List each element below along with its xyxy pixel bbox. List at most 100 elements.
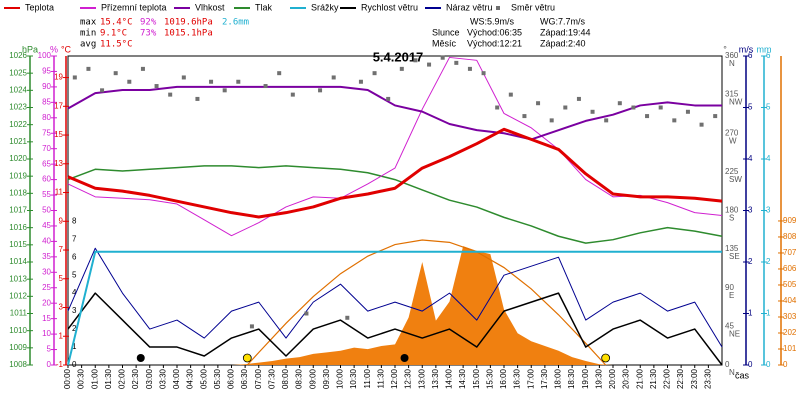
y-tick-label: 9	[59, 216, 64, 225]
legend-label: Náraz větru	[446, 2, 493, 12]
wind-stat: WG:7.7m/s	[540, 16, 586, 26]
stat-press: 1019.6hPa	[164, 18, 213, 28]
x-tick-label: 11:30	[376, 368, 385, 388]
y-tick-label: 70	[42, 144, 51, 153]
y-tick-label: 1	[59, 331, 64, 340]
x-tick-label: 15:30	[485, 368, 494, 389]
legend-label: Směr větru	[511, 2, 555, 12]
x-tick-label: 23:30	[703, 368, 712, 389]
direction-point	[72, 75, 77, 80]
legend-marker	[496, 6, 500, 10]
x-tick-label: 21:00	[635, 368, 644, 389]
x-tick-label: 01:00	[90, 368, 99, 389]
y-tick-label: 1	[72, 342, 77, 351]
series-line	[67, 56, 723, 237]
compass-label: NE	[729, 329, 740, 338]
y-tick-label: 17	[54, 101, 63, 110]
stat-rain: 2.6mm	[222, 18, 249, 28]
moon-marker	[136, 354, 145, 362]
y-tick-label: 606	[783, 264, 797, 273]
direction-point	[522, 114, 527, 119]
y-tick-label: 0	[725, 360, 730, 369]
y-tick-label: 3	[766, 206, 771, 215]
y-tick-label: 13	[54, 159, 63, 168]
series-line	[67, 292, 723, 366]
x-tick-label: 02:00	[118, 368, 127, 389]
y-tick-label: 270	[725, 128, 739, 137]
direction-point	[304, 311, 309, 316]
x-tick-label: 06:30	[240, 368, 249, 389]
direction-point	[658, 105, 663, 110]
direction-point	[195, 96, 200, 101]
moon-set: Západ:2:40	[540, 38, 586, 48]
y-tick-label: 1012	[9, 291, 27, 300]
direction-point	[345, 315, 350, 320]
x-tick-label: 12:30	[404, 368, 413, 389]
direction-point	[263, 84, 268, 89]
legend-label: Teplota	[25, 2, 54, 12]
chart-title: 5.4.2017	[373, 49, 424, 64]
direction-point	[168, 92, 173, 97]
legend-label: Vlhkost	[195, 2, 225, 12]
y-tick-label: 45	[725, 321, 734, 330]
x-tick-label: 06:00	[227, 368, 236, 389]
sun-set: Západ:19:44	[540, 27, 591, 37]
x-tick-label: 13:00	[417, 368, 426, 389]
legend-label: Tlak	[255, 2, 273, 12]
y-tick-label: 1020	[9, 154, 27, 163]
y-tick-label: 3	[72, 306, 77, 315]
direction-point	[222, 88, 227, 93]
stat-label: min	[80, 29, 96, 39]
moon-marker	[400, 354, 409, 362]
direction-point	[86, 66, 91, 71]
y-tick-label: 2	[766, 257, 771, 266]
y-tick-label: 2	[72, 324, 77, 333]
y-tick-label: 85	[42, 97, 51, 106]
direction-point	[549, 118, 554, 123]
compass-label: SW	[729, 175, 742, 184]
direction-point	[427, 62, 432, 67]
direction-point	[576, 96, 581, 101]
x-tick-label: 04:30	[186, 368, 195, 389]
compass-label: NW	[729, 98, 743, 107]
y-tick-label: 60	[42, 175, 51, 184]
y-tick-label: 15	[42, 314, 51, 323]
x-tick-label: 11:00	[363, 368, 372, 388]
x-tick-label: 13:30	[431, 368, 440, 389]
direction-point	[290, 92, 295, 97]
x-tick-label: 07:30	[267, 368, 276, 389]
y-tick-label: 1009	[9, 343, 27, 352]
direction-point	[481, 71, 486, 76]
direction-point	[113, 71, 118, 76]
y-tick-label: 1	[766, 309, 771, 318]
stat-label: avg	[80, 40, 96, 50]
y-tick-label: 808	[783, 232, 797, 241]
y-tick-label: 1019	[9, 171, 27, 180]
series-line	[67, 247, 723, 348]
direction-point	[536, 101, 541, 106]
x-tick-label: 14:30	[458, 368, 467, 389]
axis-title: mm	[757, 44, 772, 54]
y-tick-label: 4	[748, 154, 753, 163]
y-tick-label: 0	[47, 360, 52, 369]
y-tick-label: 80	[42, 113, 51, 122]
y-tick-label: 360	[725, 51, 739, 60]
y-tick-label: 1024	[9, 85, 27, 94]
y-tick-label: 101	[783, 344, 797, 353]
stat-hum: 73%	[140, 29, 157, 39]
y-tick-label: 505	[783, 280, 797, 289]
wind-stat: WS:5.9m/s	[470, 16, 515, 26]
y-tick-label: 90	[725, 283, 734, 292]
sun-marker	[601, 353, 611, 363]
x-tick-label: 22:00	[663, 368, 672, 389]
sun-rise: Východ:06:35	[467, 27, 522, 37]
direction-point	[495, 105, 500, 110]
x-tick-label: 22:30	[676, 368, 685, 389]
y-tick-label: 6	[766, 51, 771, 60]
direction-point	[440, 55, 445, 60]
y-tick-label: 0	[72, 360, 77, 369]
axis-title: °C	[61, 44, 72, 54]
stat-temp: 15.4°C	[100, 18, 133, 28]
x-tick-label: 08:00	[281, 368, 290, 389]
